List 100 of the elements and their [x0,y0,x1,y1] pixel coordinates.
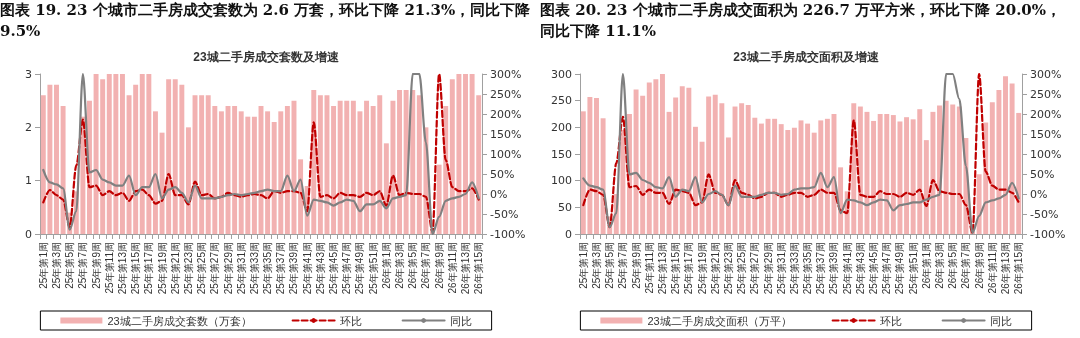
bar [594,98,599,234]
x-tick-label: 25年第23周 [182,242,194,295]
x-tick-label: 25年第45周 [868,242,880,295]
bar [692,126,698,234]
bar [218,111,224,234]
x-tick-label: 25年第7周 [77,242,89,289]
bar [791,127,797,234]
x-tick-label: 25年第33周 [788,242,800,295]
legend-label: 环比 [339,314,362,327]
y2-tick-label: 50% [490,167,515,181]
x-tick-label: 25年第17周 [143,242,155,295]
bar [725,137,731,234]
x-tick-label: 25年第27周 [209,242,221,295]
x-tick-label: 25年第47周 [341,242,353,295]
bar [284,106,290,234]
x-tick-label: 25年第7周 [617,242,629,289]
x-tick-label: 25年第17周 [683,242,695,295]
bar [185,127,191,234]
chart-subtitle: 23城二手房成交套数及增速 [193,50,340,64]
legend-label: 同比 [449,314,472,327]
x-tick-label: 25年第21周 [709,242,721,295]
y2-tick-label: 150% [1030,127,1062,141]
y2-tick-label: 300% [1030,67,1062,81]
x-tick-label: 25年第3周 [50,242,62,289]
x-tick-label: 25年第35周 [262,242,274,295]
y2-tick-label: 250% [490,87,522,101]
y2-tick-label: -50% [1030,207,1059,221]
x-tick-label: 25年第31周 [775,242,787,295]
x-tick-label: 25年第29周 [222,242,234,295]
y2-tick-label: -100% [1030,227,1066,241]
x-tick-label: 25年第33周 [248,242,260,295]
x-tick-label: 25年第45周 [328,242,340,295]
y-tick-label: 150 [551,147,572,161]
chart-title: 图表 20. 23 个城市二手房成交面积为 226.7 万平方米，环比下降 20.0%，同比下降 11.1% [540,0,1063,42]
x-tick-label: 25年第19周 [156,242,168,295]
legend-label: 23城二手房成交面积（万平） [647,314,792,327]
x-tick-label: 25年第13周 [656,242,668,295]
legend-label: 环比 [879,314,902,327]
x-tick-label: 25年第31周 [235,242,247,295]
y2-tick-label: 50% [1030,167,1055,181]
x-tick-label: 25年第11周 [103,242,115,294]
x-tick-label: 26年第9周 [973,242,985,289]
x-tick-label: 25年第41周 [301,242,313,295]
x-tick-label: 26年第13周 [1000,242,1012,295]
y2-tick-label: 250% [1030,87,1062,101]
x-tick-label: 26年第3周 [934,242,946,289]
x-tick-label: 26年第15周 [1013,242,1025,295]
bar [265,111,271,234]
y2-tick-label: -100% [490,227,526,241]
x-tick-label: 25年第3周 [590,242,602,289]
y2-tick-label: 200% [490,107,522,121]
x-tick-label: 25年第15周 [670,242,682,295]
x-tick-label: 25年第13周 [116,242,128,295]
bar [1003,76,1008,234]
bar [659,74,665,234]
bar [54,84,59,234]
x-tick-label: 25年第25周 [736,242,748,295]
x-tick-label: 26年第11周 [446,242,458,294]
y-tick-label: 300 [551,67,572,81]
chart-subtitle: 23城二手房成交面积及增速 [733,50,880,64]
x-tick-label: 26年第7周 [960,242,972,289]
x-tick-label: 25年第27周 [749,242,761,295]
y2-tick-label: 150% [490,127,522,141]
bar [331,106,337,234]
bar [758,123,764,234]
x-tick-label: 26年第11周 [986,242,998,294]
bar [232,106,238,234]
legend-label: 23城二手房成交套数（万套） [107,314,252,327]
x-tick-label: 25年第41周 [841,242,853,295]
x-tick-label: 25年第43周 [314,242,326,295]
x-tick-label: 25年第21周 [169,242,181,295]
x-tick-label: 25年第29周 [762,242,774,295]
x-tick-label: 25年第5周 [604,242,616,289]
x-tick-label: 25年第5周 [64,242,76,289]
legend-label: 同比 [989,314,1012,327]
x-tick-label: 25年第19周 [696,242,708,295]
y2-tick-label: 200% [1030,107,1062,121]
bar [871,120,877,234]
bar [463,74,468,234]
x-tick-label: 25年第23周 [722,242,734,295]
bar [772,118,778,234]
y-tick-label: 50 [558,200,572,214]
y-tick-label: 250 [551,94,572,108]
x-tick-label: 25年第39周 [828,242,840,295]
bar [251,116,257,234]
y2-tick-label: 100% [1030,147,1062,161]
bar [119,74,125,234]
x-tick-label: 25年第9周 [630,242,642,289]
x-tick-label: 25年第1周 [37,242,49,289]
x-tick-label: 25年第49周 [354,242,366,295]
x-tick-label: 25年第47周 [881,242,893,295]
x-tick-label: 25年第37周 [815,242,827,295]
x-tick-label: 25年第43周 [854,242,866,295]
x-tick-label: 26年第3周 [394,242,406,289]
x-tick-label: 26年第1周 [920,242,932,289]
x-tick-label: 25年第35周 [802,242,814,295]
y2-tick-label: 300% [490,67,522,81]
bar [364,100,370,234]
x-tick-label: 25年第1周 [577,242,589,289]
x-tick-label: 25年第39周 [288,242,300,295]
